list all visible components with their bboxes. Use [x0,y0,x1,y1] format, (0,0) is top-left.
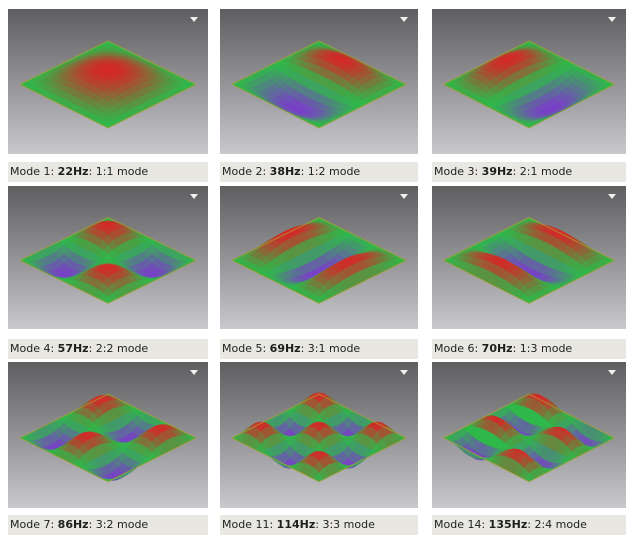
mode-cell: Mode 7: 86Hz: 3:2 mode [8,362,208,535]
dropdown-arrow-icon[interactable] [400,17,408,22]
mode-plot [8,9,208,154]
mode-label: Mode 5: [222,342,270,355]
dropdown-arrow-icon[interactable] [400,194,408,199]
mode-plot [8,362,208,508]
mode-label: Mode 4: [10,342,58,355]
mode-caption: Mode 1: 22Hz: 1:1 mode [8,162,208,182]
mode-plot [432,186,626,329]
mode-frequency: 57Hz [58,342,89,355]
mode-surface [220,362,418,508]
mode-cell: Mode 2: 38Hz: 1:2 mode [220,9,418,182]
mode-frequency: 69Hz [270,342,301,355]
mode-type: : 1:1 mode [89,165,149,178]
mode-label: Mode 6: [434,342,482,355]
mode-cell: Mode 11: 114Hz: 3:3 mode [220,362,418,535]
mode-label: Mode 1: [10,165,58,178]
mode-frequency: 70Hz [482,342,513,355]
mode-caption: Mode 3: 39Hz: 2:1 mode [432,162,626,182]
mode-plot [220,186,418,329]
mode-label: Mode 2: [222,165,270,178]
mode-cell: Mode 3: 39Hz: 2:1 mode [432,9,626,182]
mode-type: : 1:3 mode [513,342,573,355]
mode-label: Mode 14: [434,518,489,531]
mode-cell: Mode 14: 135Hz: 2:4 mode [432,362,626,535]
mode-type: : 2:4 mode [527,518,587,531]
mode-cell: Mode 4: 57Hz: 2:2 mode [8,186,208,359]
mode-frequency: 86Hz [58,518,89,531]
mode-cell: Mode 5: 69Hz: 3:1 mode [220,186,418,359]
mode-plot [8,186,208,329]
mode-surface [432,9,626,154]
mode-label: Mode 7: [10,518,58,531]
mode-frequency: 114Hz [277,518,316,531]
mode-type: : 3:2 mode [89,518,149,531]
mode-caption: Mode 6: 70Hz: 1:3 mode [432,339,626,359]
mode-caption: Mode 7: 86Hz: 3:2 mode [8,515,208,535]
mode-label: Mode 3: [434,165,482,178]
mode-type: : 3:1 mode [301,342,361,355]
dropdown-arrow-icon[interactable] [190,370,198,375]
mode-caption: Mode 11: 114Hz: 3:3 mode [220,515,418,535]
dropdown-arrow-icon[interactable] [190,17,198,22]
dropdown-arrow-icon[interactable] [400,370,408,375]
dropdown-arrow-icon[interactable] [608,370,616,375]
mode-label: Mode 11: [222,518,277,531]
mode-plot [432,362,626,508]
dropdown-arrow-icon[interactable] [608,17,616,22]
mode-plot [220,362,418,508]
mode-caption: Mode 4: 57Hz: 2:2 mode [8,339,208,359]
mode-frequency: 38Hz [270,165,301,178]
mode-type: : 3:3 mode [315,518,375,531]
mode-surface [8,9,208,154]
mode-cell: Mode 1: 22Hz: 1:1 mode [8,9,208,182]
mode-frequency: 22Hz [58,165,89,178]
mode-frequency: 135Hz [489,518,528,531]
mode-surface [220,186,418,329]
mode-plot [432,9,626,154]
mode-plot [220,9,418,154]
mode-frequency: 39Hz [482,165,513,178]
mode-cell: Mode 6: 70Hz: 1:3 mode [432,186,626,359]
mode-caption: Mode 14: 135Hz: 2:4 mode [432,515,626,535]
mode-surface [432,362,626,508]
mode-type: : 2:2 mode [89,342,149,355]
mode-surface [432,186,626,329]
mode-surface [8,362,208,508]
mode-type: : 1:2 mode [301,165,361,178]
mode-surface [220,9,418,154]
dropdown-arrow-icon[interactable] [608,194,616,199]
dropdown-arrow-icon[interactable] [190,194,198,199]
mode-caption: Mode 5: 69Hz: 3:1 mode [220,339,418,359]
mode-surface [8,186,208,329]
mode-caption: Mode 2: 38Hz: 1:2 mode [220,162,418,182]
mode-type: : 2:1 mode [513,165,573,178]
